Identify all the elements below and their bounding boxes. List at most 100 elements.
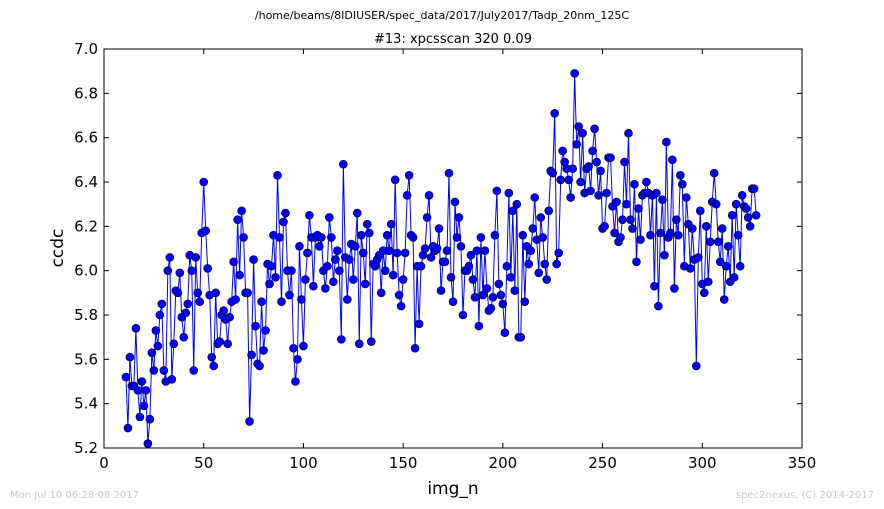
data-point [660,250,669,260]
data-point [245,417,254,426]
data-point [556,175,565,185]
data-point [261,326,270,335]
data-point [458,310,468,320]
data-point [536,213,546,222]
data-point [289,343,298,353]
data-point [478,290,488,300]
data-point [315,241,324,251]
data-point [713,237,723,247]
data-point [550,108,560,118]
data-point [331,255,340,264]
data-point [275,233,284,242]
y-tick-label: 7.0 [74,40,98,58]
data-point [711,199,721,209]
data-point [394,290,404,300]
data-point [183,299,193,309]
data-point [590,124,599,134]
data-point [468,275,478,284]
data-point [426,253,436,262]
data-point [339,159,348,169]
data-point [731,199,741,209]
data-point [299,341,308,351]
data-point [251,321,260,331]
data-point [293,355,302,364]
data-point [737,191,747,200]
data-point [568,164,577,173]
data-point [301,275,310,284]
data-point [618,215,627,224]
data-point [420,244,430,253]
data-point [456,241,466,251]
data-point [335,266,344,275]
data-point [733,230,743,240]
y-tick-label: 5.8 [74,306,98,324]
data-point [348,275,358,284]
data-point [440,257,450,267]
data-point [630,179,639,189]
data-point [243,288,252,298]
data-point [502,261,512,271]
x-axis: 0 50 100 150 200 250 300 350 [99,49,816,472]
data-point [175,268,185,278]
data-point [566,193,575,202]
data-point [225,312,234,322]
data-point [159,366,169,375]
data-point [151,326,161,335]
data-point [496,290,506,300]
data-point [682,193,691,202]
data-point [574,122,583,131]
data-point [723,241,733,251]
data-point [305,210,314,220]
data-point [544,206,554,216]
data-point [321,284,330,293]
data-point [163,266,173,275]
data-point [506,273,516,282]
data-point [620,157,629,167]
data-point [464,261,474,271]
data-point [636,235,645,244]
data-point [285,290,294,300]
data-point [528,224,538,233]
data-point [193,288,203,298]
data-point [693,253,703,262]
x-axis-label: img_n [427,479,478,499]
data-point [432,244,442,253]
data-point [133,386,143,395]
data-point [494,279,504,289]
data-point [564,175,573,185]
data-point [121,372,131,382]
data-point [741,204,751,213]
data-point [624,128,633,138]
data-point [137,377,147,386]
data-point [612,197,621,207]
data-point [271,273,280,282]
data-point [249,255,258,264]
data-point [366,337,376,346]
data-point [500,328,510,338]
data-point [131,323,141,333]
data-point [705,237,715,247]
data-point [337,335,346,344]
data-point [540,259,550,269]
series-ccdc [121,69,761,448]
data-point [594,191,603,200]
data-point [201,226,211,236]
y-axis-label: ccdc [48,229,68,268]
data-point [634,204,643,213]
data-point [408,233,418,242]
data-point [570,69,579,78]
data-point [231,295,240,304]
data-point [498,299,508,309]
data-point [265,279,274,289]
data-point [333,246,342,256]
data-point [572,140,581,149]
data-point [554,248,564,258]
data-point [195,297,205,307]
data-point [207,352,216,362]
data-point [281,208,290,218]
data-point [743,213,753,222]
data-point [466,250,476,260]
data-point [526,246,536,256]
y-tick-label: 6.8 [74,84,98,102]
